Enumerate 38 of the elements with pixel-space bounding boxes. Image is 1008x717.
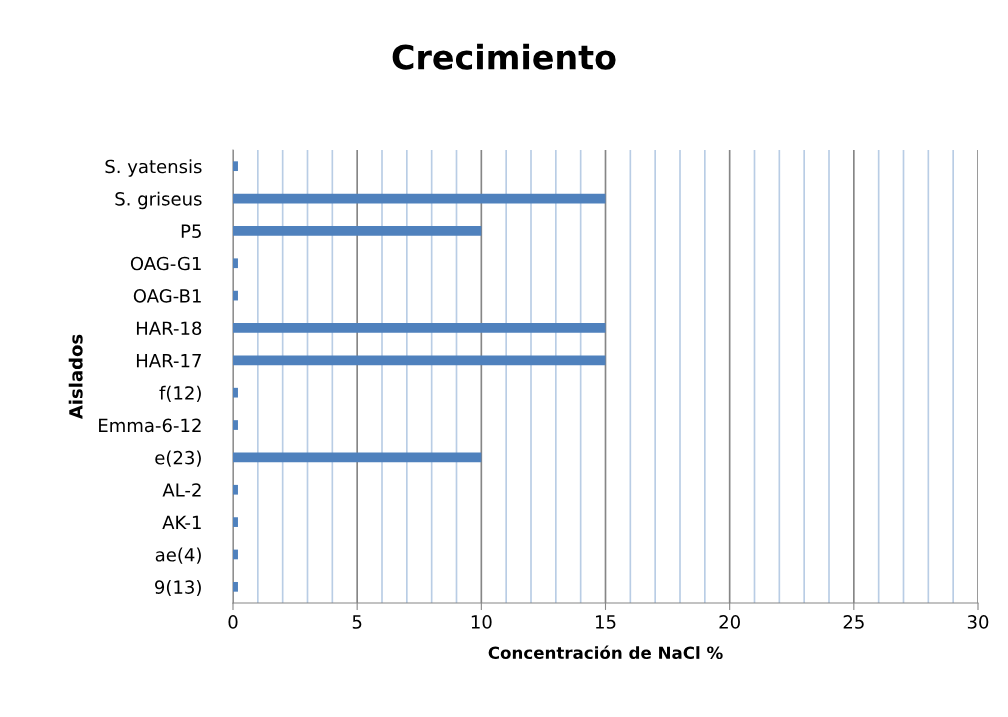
y-tick-label: OAG-G1 [130, 256, 201, 271]
bar [233, 226, 482, 236]
x-axis-title: Concentración de NaCl % [488, 645, 723, 660]
y-tick-label: AL-2 [162, 483, 201, 497]
y-tick-label: 9(13) [155, 579, 201, 597]
bar [233, 452, 482, 463]
y-tick-label: Emma-6-12 [99, 418, 201, 433]
bar [233, 323, 606, 333]
chart-title: Crecimiento [392, 43, 616, 70]
bar [233, 517, 238, 527]
x-tick-label: 25 [843, 615, 864, 629]
y-tick-label: f(12) [159, 385, 201, 402]
y-tick-label: S. yatensis [105, 159, 202, 177]
bar [233, 420, 238, 430]
y-axis-title: Aislados [68, 334, 83, 420]
bar [233, 355, 606, 366]
y-tick-label: e(23) [155, 450, 201, 467]
bar [233, 193, 606, 204]
bar [233, 290, 238, 301]
bar [233, 258, 238, 269]
y-tick-label: HAR-17 [136, 354, 201, 368]
bar [233, 549, 238, 560]
bar [233, 161, 238, 172]
bar [233, 484, 238, 495]
bar [233, 581, 238, 592]
y-tick-label: ae(4) [155, 547, 201, 564]
x-tick-label: 20 [719, 615, 740, 629]
x-tick-label: 15 [596, 615, 616, 629]
y-tick-label: AK-1 [162, 515, 201, 529]
x-tick-label: 10 [471, 615, 492, 629]
x-tick-label: 0 [228, 615, 238, 629]
y-tick-label: HAR-18 [136, 321, 202, 336]
bar [233, 387, 238, 398]
y-tick-label: P5 [181, 224, 201, 239]
x-tick-label: 5 [352, 615, 362, 629]
y-tick-label: S. griseus [115, 191, 202, 210]
x-tick-label: 30 [967, 615, 989, 629]
y-tick-label: OAG-B1 [133, 289, 201, 303]
